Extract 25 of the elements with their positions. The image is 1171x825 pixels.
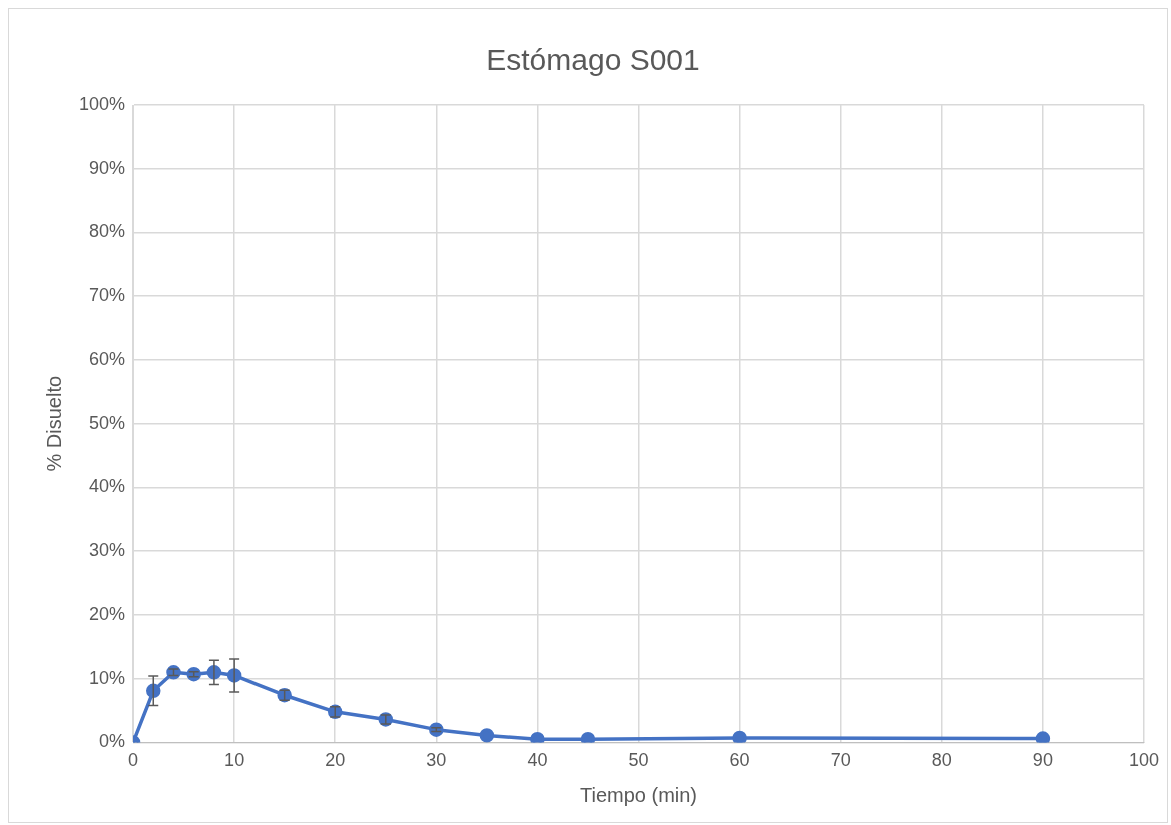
x-axis-title: Tiempo (min) bbox=[579, 783, 698, 806]
x-tick-label: 80 bbox=[931, 750, 952, 771]
y-tick-label: 60% bbox=[89, 348, 126, 369]
y-tick-label: 40% bbox=[89, 476, 126, 497]
x-tick-label: 90 bbox=[1032, 750, 1053, 771]
x-tick-label: 30 bbox=[426, 750, 447, 771]
y-tick-label: 50% bbox=[89, 412, 126, 433]
x-tick-label: 100 bbox=[1128, 750, 1160, 771]
y-axis-title: % Disuelto bbox=[42, 375, 65, 472]
y-tick-label: 90% bbox=[89, 157, 126, 178]
y-tick-label: 70% bbox=[89, 285, 126, 306]
chart-title: Estómago S001 bbox=[486, 43, 700, 77]
x-tick-label: 50 bbox=[628, 750, 649, 771]
y-tick-label: 30% bbox=[89, 540, 126, 561]
y-tick-label: 80% bbox=[89, 221, 126, 242]
x-tick-label: 20 bbox=[325, 750, 346, 771]
y-tick-label: 10% bbox=[89, 667, 126, 688]
x-tick-label: 40 bbox=[527, 750, 548, 771]
x-tick-label: 0 bbox=[128, 750, 139, 771]
y-tick-label: 100% bbox=[78, 93, 126, 114]
y-tick-label: 0% bbox=[99, 731, 126, 752]
x-tick-label: 10 bbox=[224, 750, 245, 771]
x-tick-label: 60 bbox=[729, 750, 750, 771]
x-tick-label: 70 bbox=[830, 750, 851, 771]
y-tick-label: 20% bbox=[89, 603, 126, 624]
